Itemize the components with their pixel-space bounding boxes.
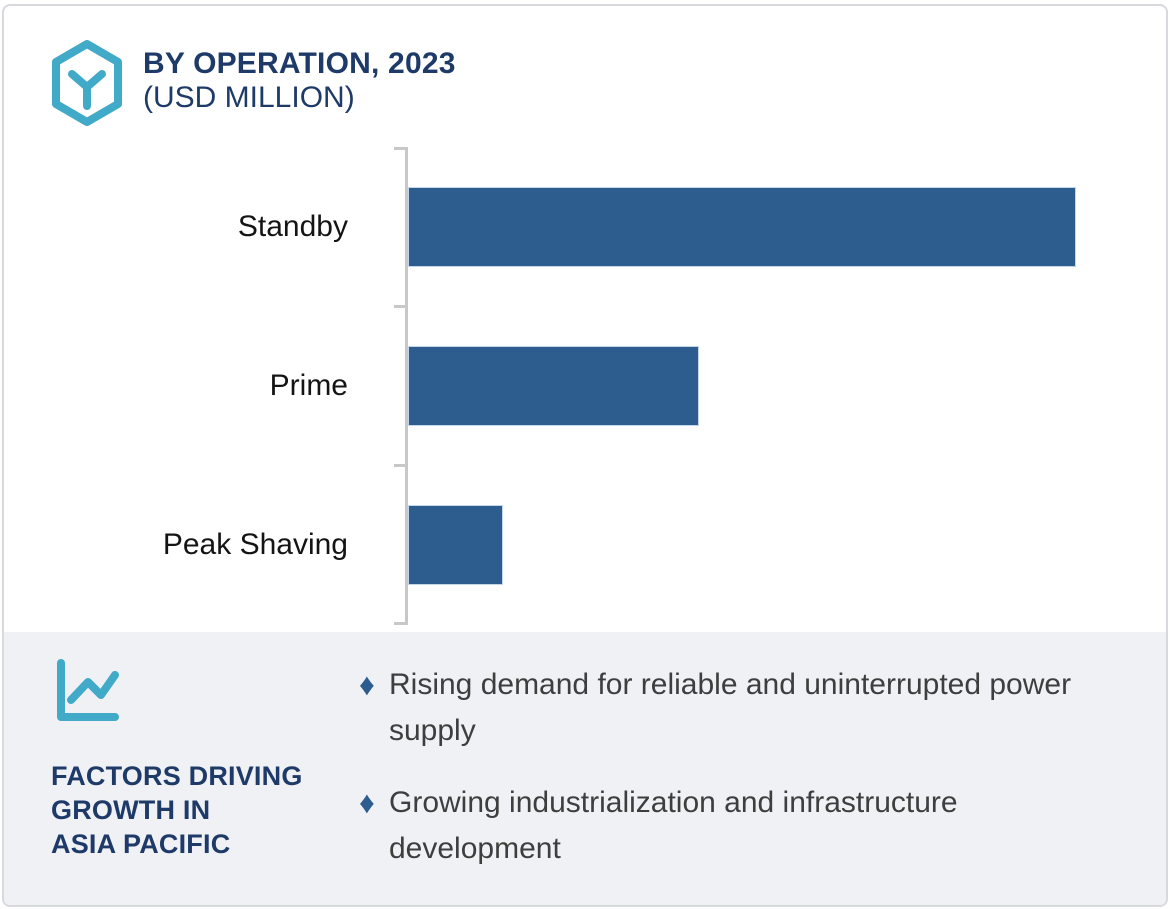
factors-heading-line: FACTORS DRIVING bbox=[51, 761, 303, 791]
category-label: Prime bbox=[269, 368, 348, 402]
factor-text: Growing industrialization and infrastruc… bbox=[389, 786, 958, 865]
factors-panel: FACTORS DRIVING GROWTH IN ASIA PACIFIC ♦… bbox=[4, 632, 1166, 905]
factor-item: ♦ Rising demand for reliable and uninter… bbox=[359, 662, 1084, 754]
diamond-bullet-icon: ♦ bbox=[359, 667, 375, 702]
line-chart-icon bbox=[57, 659, 119, 721]
factor-item: ♦ Growing industrialization and infrastr… bbox=[359, 780, 1084, 872]
header: BY OPERATION, 2023 (USD MILLION) bbox=[47, 39, 456, 127]
axis-tick bbox=[394, 147, 406, 150]
hexagon-cube-icon bbox=[52, 40, 122, 126]
factors-heading-line: GROWTH IN bbox=[51, 795, 211, 825]
axis-tick bbox=[394, 305, 406, 308]
axis-tick bbox=[394, 464, 406, 467]
axis-tick bbox=[394, 622, 406, 625]
diamond-bullet-icon: ♦ bbox=[359, 785, 375, 820]
chart-subtitle: (USD MILLION) bbox=[143, 81, 355, 114]
category-label: Peak Shaving bbox=[162, 528, 348, 562]
infographic-card: BY OPERATION, 2023 (USD MILLION) Standby… bbox=[2, 4, 1168, 907]
bar-prime bbox=[408, 345, 699, 426]
factors-heading-line: ASIA PACIFIC bbox=[51, 829, 231, 859]
factors-heading: FACTORS DRIVING GROWTH IN ASIA PACIFIC bbox=[51, 759, 341, 861]
chart-row: Peak Shaving bbox=[4, 466, 1164, 625]
chart-row: Prime bbox=[4, 306, 1164, 465]
chart-row: Standby bbox=[4, 147, 1164, 306]
factor-text: Rising demand for reliable and uninterru… bbox=[389, 668, 1072, 747]
category-label: Standby bbox=[237, 209, 348, 243]
bar-peak-shaving bbox=[408, 505, 503, 586]
bar-chart: Standby Prime Peak Shaving bbox=[4, 147, 1164, 625]
y-axis-line bbox=[405, 147, 408, 625]
chart-title: BY OPERATION, 2023 bbox=[143, 47, 456, 80]
bar-standby bbox=[408, 186, 1077, 267]
factors-list: ♦ Rising demand for reliable and uninter… bbox=[359, 662, 1084, 898]
